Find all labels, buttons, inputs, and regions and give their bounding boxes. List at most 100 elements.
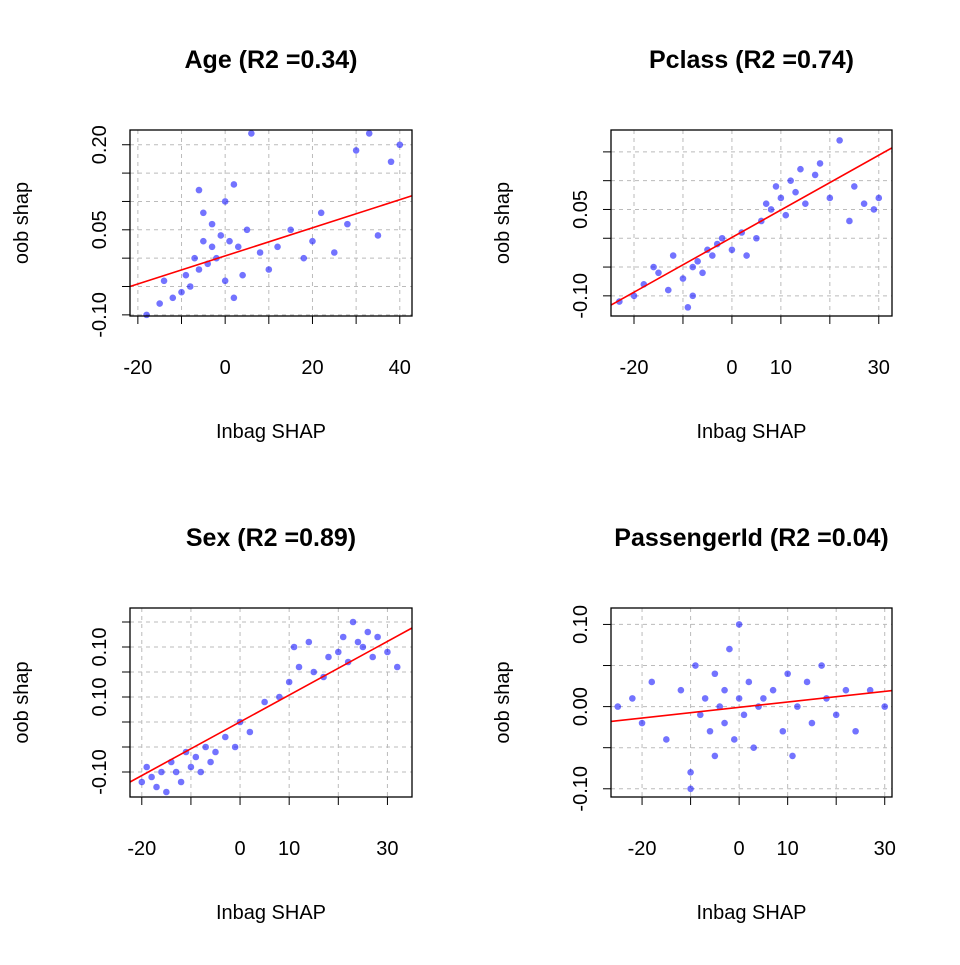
point	[261, 698, 268, 706]
point	[226, 237, 233, 245]
point	[163, 788, 170, 796]
point	[148, 773, 155, 781]
x-axis-label: Inbag SHAP	[696, 421, 806, 443]
point	[832, 711, 840, 719]
point	[274, 243, 281, 251]
point	[753, 234, 760, 242]
point	[352, 147, 360, 154]
x-axis-label: Inbag SHAP	[216, 902, 326, 924]
point	[816, 160, 824, 167]
point	[767, 206, 775, 213]
point	[354, 638, 362, 646]
point	[808, 719, 816, 727]
point	[689, 263, 697, 271]
point	[846, 217, 853, 225]
point	[721, 719, 728, 727]
point	[192, 753, 200, 761]
point	[256, 249, 264, 256]
point	[794, 703, 801, 710]
point	[743, 252, 750, 259]
point	[669, 252, 677, 259]
point	[663, 736, 670, 743]
point	[169, 294, 177, 302]
x-tick-label: -20	[123, 357, 152, 379]
chart-title: PassengerId (R2 =0.04)	[614, 524, 888, 552]
point	[750, 744, 757, 751]
point	[202, 743, 209, 751]
x-tick-label: 30	[868, 357, 890, 379]
point	[156, 300, 163, 307]
point	[852, 727, 859, 735]
point	[339, 633, 347, 641]
x-tick-label: 30	[376, 838, 398, 860]
y-tick-label: 0.10	[570, 605, 592, 644]
point	[718, 234, 726, 242]
point	[735, 621, 743, 628]
x-tick-label: 10	[770, 357, 792, 379]
y-tick-label: 0.10	[89, 678, 111, 717]
point	[239, 271, 246, 279]
point	[745, 678, 753, 686]
point	[234, 243, 242, 251]
point	[762, 200, 770, 208]
x-tick-label: 0	[726, 357, 737, 379]
point	[826, 194, 834, 202]
point	[369, 653, 376, 661]
point	[310, 668, 318, 676]
point	[186, 283, 194, 290]
y-axis-label: oob shap	[492, 661, 514, 743]
point	[811, 171, 819, 179]
point	[772, 183, 780, 190]
point	[721, 686, 728, 694]
y-axis-label: oob shap	[11, 182, 33, 264]
point	[664, 286, 672, 294]
point	[677, 686, 685, 694]
trend-line	[129, 627, 413, 783]
x-tick-label: -20	[628, 838, 657, 860]
point	[182, 271, 190, 279]
point	[230, 181, 238, 188]
point	[769, 686, 777, 694]
point	[779, 727, 787, 735]
point	[689, 292, 697, 300]
point	[143, 311, 150, 319]
point	[344, 220, 351, 228]
y-tick-label: -0.10	[89, 292, 111, 338]
point	[709, 252, 716, 259]
point	[290, 643, 298, 651]
chart-title: Sex (R2 =0.89)	[186, 524, 356, 552]
y-tick-label: -0.10	[89, 749, 111, 795]
point	[706, 727, 714, 735]
point	[325, 653, 332, 661]
point	[629, 695, 636, 702]
point	[197, 768, 205, 776]
point	[711, 670, 719, 678]
point	[797, 165, 804, 173]
point	[842, 686, 850, 694]
point	[300, 254, 308, 262]
point	[687, 785, 694, 793]
point	[638, 719, 646, 727]
point	[335, 648, 342, 656]
x-tick-label: 10	[777, 838, 799, 860]
point	[248, 130, 255, 137]
point	[158, 768, 165, 776]
point	[212, 748, 219, 756]
x-axis-label: Inbag SHAP	[696, 902, 806, 924]
x-tick-label: 20	[301, 357, 323, 379]
plot-frame	[129, 129, 413, 317]
x-tick-label: 0	[220, 357, 231, 379]
point	[614, 703, 622, 710]
y-axis-label: oob shap	[492, 182, 514, 264]
point	[860, 200, 868, 208]
point	[728, 246, 736, 254]
point	[349, 618, 357, 626]
point	[160, 277, 168, 285]
point	[191, 254, 198, 262]
point	[777, 194, 785, 202]
point	[760, 695, 767, 702]
point	[687, 769, 694, 776]
point	[851, 183, 858, 190]
y-tick-label: 0.05	[89, 210, 111, 249]
